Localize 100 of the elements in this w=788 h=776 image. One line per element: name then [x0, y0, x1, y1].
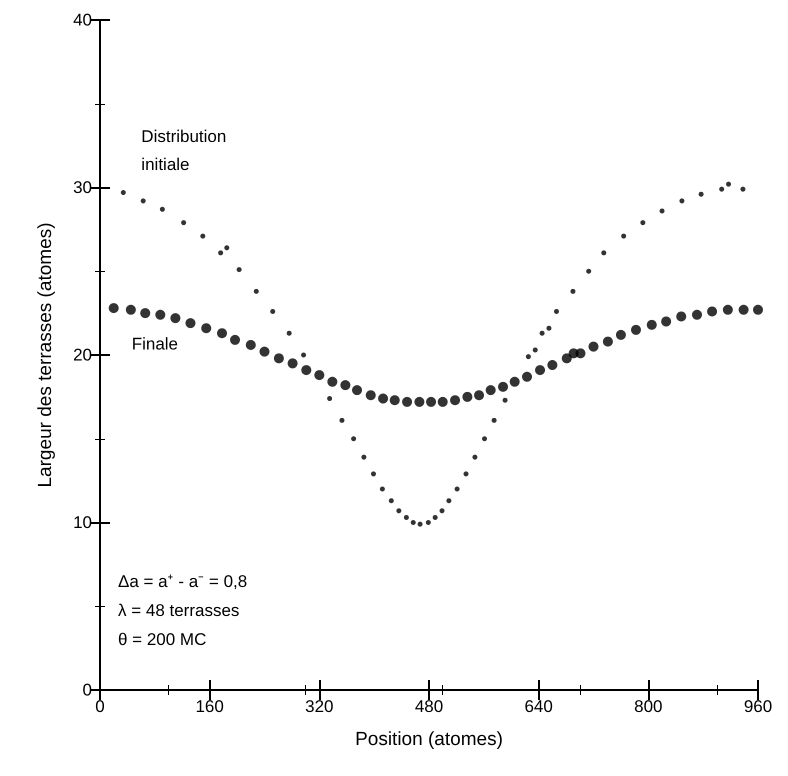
- y-tick-label: 40: [73, 10, 92, 30]
- point: [692, 310, 702, 320]
- point: [676, 311, 686, 322]
- y-axis-title: Largeur des terrasses (atomes): [35, 222, 56, 488]
- point: [396, 508, 402, 514]
- point: [575, 348, 586, 358]
- point: [404, 514, 409, 520]
- point: [532, 347, 538, 352]
- point: [274, 353, 284, 364]
- point: [562, 353, 572, 364]
- point: [352, 385, 362, 396]
- point: [547, 360, 558, 370]
- point: [621, 234, 626, 239]
- point: [270, 308, 276, 314]
- x-tick-label: 800: [634, 697, 663, 716]
- point: [200, 234, 206, 239]
- point: [740, 186, 746, 192]
- series-label: Finale: [132, 334, 178, 354]
- y-tick-label: 10: [73, 513, 92, 532]
- point: [472, 454, 478, 460]
- y-tick-label: 20: [73, 346, 92, 364]
- point: [286, 330, 292, 336]
- point: [351, 436, 356, 442]
- point: [510, 376, 520, 387]
- annotation: Δa = a⁺ - a⁻ = 0,8: [118, 572, 248, 591]
- point: [640, 220, 646, 226]
- point: [446, 498, 452, 504]
- point: [160, 206, 165, 212]
- x-axis-title: Position (atomes): [355, 729, 503, 750]
- point: [301, 352, 306, 358]
- point: [170, 313, 180, 324]
- point: [426, 396, 436, 407]
- point: [402, 396, 412, 407]
- point: [418, 522, 423, 527]
- point: [120, 190, 126, 196]
- point: [432, 514, 438, 520]
- point: [486, 385, 496, 396]
- x-tick-label: 960: [744, 697, 772, 716]
- point: [361, 454, 366, 460]
- point: [660, 208, 665, 214]
- point: [301, 365, 312, 376]
- point: [526, 354, 531, 360]
- x-tick-label: 640: [524, 697, 553, 716]
- point: [738, 304, 749, 315]
- point: [601, 250, 606, 256]
- x-tick-label: 160: [195, 697, 224, 716]
- point: [414, 396, 424, 407]
- point: [462, 392, 472, 402]
- point: [722, 304, 733, 315]
- x-tick-label: 0: [95, 697, 105, 716]
- point: [535, 365, 546, 376]
- point: [370, 471, 376, 476]
- point: [366, 390, 376, 400]
- point: [380, 486, 385, 492]
- point: [586, 268, 592, 274]
- point: [707, 306, 718, 316]
- point: [410, 520, 416, 525]
- point: [327, 376, 338, 387]
- point: [522, 372, 532, 382]
- point: [314, 370, 324, 380]
- point: [631, 324, 641, 335]
- x-tick-label: 320: [305, 697, 334, 716]
- point: [546, 326, 552, 331]
- point: [218, 250, 224, 256]
- point: [140, 198, 146, 204]
- point: [554, 308, 559, 314]
- point: [390, 395, 400, 406]
- point: [126, 304, 136, 315]
- point: [719, 186, 724, 192]
- point: [454, 486, 460, 492]
- point: [540, 330, 545, 336]
- point: [181, 220, 186, 226]
- point: [339, 418, 344, 423]
- point: [679, 198, 684, 204]
- point: [288, 358, 298, 368]
- y-tick-label: 30: [73, 178, 92, 197]
- point: [388, 498, 394, 504]
- point: [492, 418, 497, 423]
- point: [616, 330, 626, 340]
- point: [236, 267, 242, 272]
- point: [224, 245, 230, 250]
- point: [230, 334, 240, 345]
- point: [570, 288, 576, 294]
- series-label: Distribution initiale: [141, 127, 232, 174]
- point: [726, 182, 732, 187]
- point: [254, 288, 259, 294]
- point: [698, 192, 704, 197]
- point: [440, 508, 445, 514]
- point: [482, 436, 488, 442]
- point: [753, 304, 763, 315]
- point: [378, 394, 388, 404]
- point: [246, 340, 256, 350]
- point: [260, 346, 270, 357]
- point: [602, 336, 613, 347]
- point: [464, 471, 469, 476]
- point: [661, 316, 672, 326]
- point: [201, 323, 212, 334]
- x-tick-label: 480: [414, 697, 444, 716]
- point: [340, 380, 350, 390]
- point: [140, 308, 150, 318]
